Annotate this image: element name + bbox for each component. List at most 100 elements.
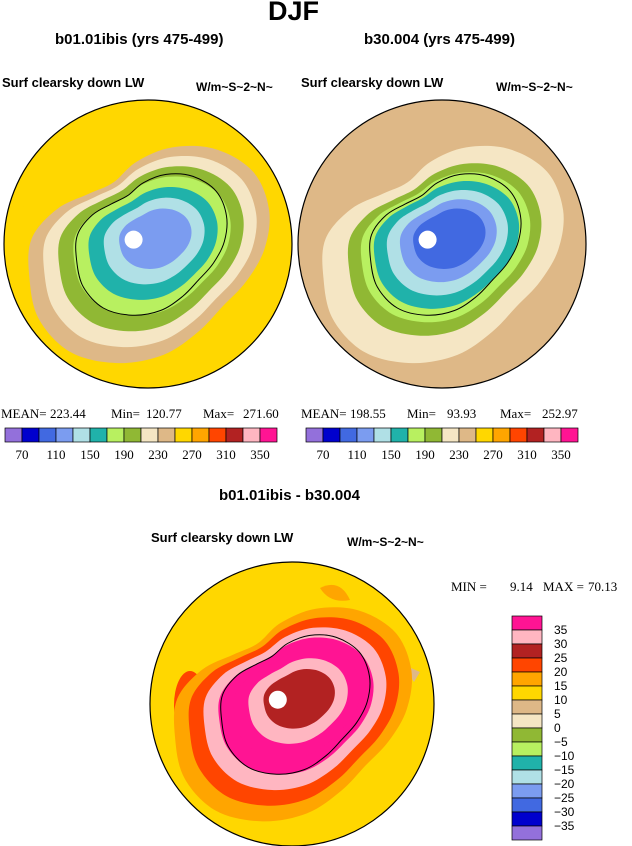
colorbar-panel-1-swatch — [140, 427, 159, 443]
colorbar-panel-2-swatch — [424, 427, 443, 443]
colorbar-panel-1-swatch — [259, 427, 278, 443]
colorbar-panel-2-swatch — [543, 427, 562, 443]
colorbar-panel-1-tick-label: 150 — [80, 447, 100, 462]
colorbar-panel-1-swatch — [208, 427, 227, 443]
panel-2-min-value: 93.93 — [447, 406, 477, 421]
colorbar-panel-1-swatch — [174, 427, 193, 443]
panel-2-mean-label: MEAN= — [301, 406, 347, 421]
colorbar-panel-3-tick-label: 25 — [554, 651, 568, 665]
colorbar-panel-2-tick-label: 70 — [317, 447, 330, 462]
colorbar-panel-1-swatch — [123, 427, 142, 443]
colorbar-panel-2-swatch — [390, 427, 409, 443]
map-panel-2-pole-marker — [418, 230, 437, 249]
panel-2-mean-value: 198.55 — [350, 406, 386, 421]
panel-3-title: b01.01ibis - b30.004 — [219, 487, 360, 504]
colorbar-panel-1-tick-label: 270 — [182, 447, 202, 462]
colorbar-panel-1-swatch — [55, 427, 74, 443]
colorbar-panel-2-swatch — [356, 427, 375, 443]
colorbar-panel-3-swatch — [511, 797, 543, 813]
colorbar-panel-2-tick-label: 350 — [551, 447, 571, 462]
map-panel-3 — [149, 561, 435, 846]
map-panel-3-feature — [320, 584, 350, 601]
panel-1-mean-label: MEAN= — [1, 406, 47, 421]
colorbar-panel-1-swatch — [191, 427, 210, 443]
panel-1-min-label: Min= — [111, 406, 141, 421]
colorbar-panel-1-swatch — [38, 427, 57, 443]
panel-1-variable: Surf clearsky down LW — [2, 75, 145, 90]
colorbar-panel-1-swatch — [4, 427, 23, 443]
colorbar-panel-3-swatch — [511, 713, 543, 729]
colorbar-panel-3-swatch — [511, 671, 543, 687]
colorbar-panel-1-swatch — [157, 427, 176, 443]
colorbar-panel-3-tick-label: 15 — [554, 679, 568, 693]
colorbar-panel-3-swatch — [511, 629, 543, 645]
colorbar-panel-3-swatch — [511, 699, 543, 715]
colorbar-panel-1-tick-label: 310 — [216, 447, 236, 462]
map-panel-1-pole-marker — [124, 230, 143, 249]
colorbar-panel-3-tick-label: −25 — [554, 791, 575, 805]
panel-3-units: W/m~S~2~N~ — [347, 535, 424, 549]
colorbar-panel-3-tick-label: −15 — [554, 763, 575, 777]
colorbar-panel-3-swatch — [511, 769, 543, 785]
map-panel-3-pole-marker — [268, 690, 287, 709]
map-panel-1-map-boundary — [3, 99, 293, 389]
panel-1-title: b01.01ibis (yrs 475-499) — [55, 31, 224, 48]
panel-1-max-label: Max= — [203, 406, 235, 421]
colorbar-panel-2-tick-label: 270 — [483, 447, 503, 462]
colorbar-panel-3-tick-label: −5 — [554, 735, 568, 749]
panel-2-units: W/m~S~2~N~ — [496, 80, 573, 94]
map-panel-2 — [297, 99, 587, 389]
panel-2-title: b30.004 (yrs 475-499) — [364, 31, 515, 48]
colorbar-panel-2-swatch — [560, 427, 579, 443]
colorbar-panel-3-tick-label: 35 — [554, 623, 568, 637]
panel-2-variable: Surf clearsky down LW — [301, 75, 444, 90]
colorbar-panel-1-tick-label: 190 — [114, 447, 134, 462]
panel-1-max-value: 271.60 — [243, 406, 279, 421]
colorbar-panel-3-swatch — [511, 825, 543, 841]
colorbar-panel-1-tick-label: 230 — [148, 447, 168, 462]
panel-3-max-label: MAX = — [543, 579, 584, 594]
map-panel-1-coastline — [75, 173, 228, 316]
panel-1-units: W/m~S~2~N~ — [196, 80, 273, 94]
colorbar-panel-1-swatch — [242, 427, 261, 443]
panel-3-variable: Surf clearsky down LW — [151, 530, 294, 545]
map-panel-3-contour-band — [263, 669, 335, 729]
panel-2-max-value: 252.97 — [542, 406, 578, 421]
map-panel-1-contour-band — [119, 208, 192, 269]
colorbar-panel-2-tick-label: 310 — [517, 447, 537, 462]
colorbar-panel-1-swatch — [225, 427, 244, 443]
colorbar-panel-3-swatch — [511, 783, 543, 799]
colorbar-panel-3-tick-label: −20 — [554, 777, 575, 791]
colorbar-panel-1-swatch — [21, 427, 40, 443]
panel-2-min-label: Min= — [407, 406, 437, 421]
colorbar-panel-3-tick-label: 10 — [554, 693, 568, 707]
colorbar-panel-2-swatch — [322, 427, 341, 443]
colorbar-panel-1-swatch — [106, 427, 125, 443]
colorbar-panel-3-tick-label: 0 — [554, 721, 561, 735]
colorbar-panel-3-tick-label: −10 — [554, 749, 575, 763]
colorbar-panel-3-swatch — [511, 685, 543, 701]
colorbar-panel-3-swatch — [511, 811, 543, 827]
colorbar-panel-2-swatch — [441, 427, 460, 443]
colorbar-panel-3-swatch — [511, 755, 543, 771]
colorbar-panel-2-swatch — [407, 427, 426, 443]
colorbar-panel-1: 70 110 150 190 230 270 310 350 — [4, 427, 278, 462]
panel-3-min-value: 9.14 — [510, 579, 533, 594]
colorbar-panel-2-swatch — [475, 427, 494, 443]
colorbar-panel-3-swatch — [511, 727, 543, 743]
colorbar-panel-2-swatch — [492, 427, 511, 443]
colorbar-panel-2-swatch — [339, 427, 358, 443]
colorbar-panel-3-swatch — [511, 643, 543, 659]
colorbar-panel-2-tick-label: 110 — [347, 447, 366, 462]
map-panel-2-coastline — [369, 173, 522, 316]
colorbar-panel-1-tick-label: 70 — [16, 447, 29, 462]
colorbar-panel-3-tick-label: −35 — [554, 819, 575, 833]
panel-2-max-label: Max= — [500, 406, 532, 421]
colorbar-panel-2-tick-label: 190 — [415, 447, 435, 462]
colorbar-panel-3-tick-label: 20 — [554, 665, 568, 679]
map-panel-3-map-boundary — [149, 561, 435, 846]
figure-title: DJF — [268, 0, 320, 26]
map-panel-2-contour-band — [413, 208, 486, 269]
